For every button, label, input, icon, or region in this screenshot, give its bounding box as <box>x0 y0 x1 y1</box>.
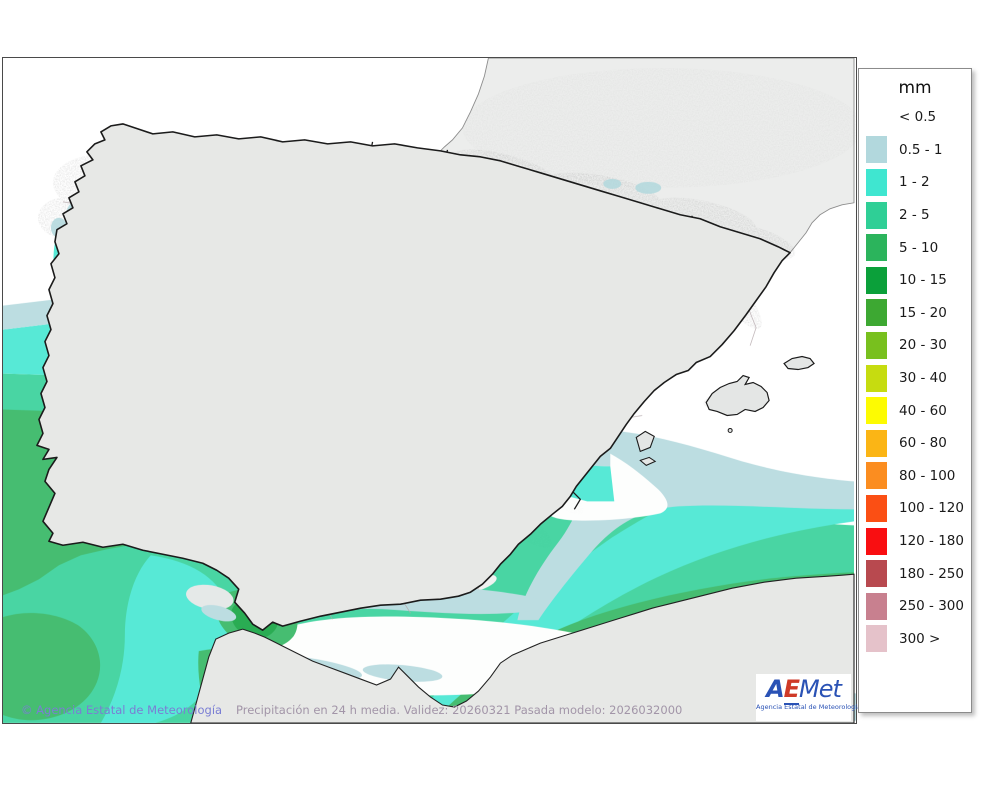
legend-label: 15 - 20 <box>899 304 947 321</box>
legend-swatch <box>866 331 887 359</box>
legend-label: 20 - 30 <box>899 337 947 354</box>
legend-swatch <box>866 136 887 164</box>
model-info-text: Precipitación en 24 h media. Validez: 20… <box>236 703 683 717</box>
legend-entry: 10 - 15 <box>859 264 971 297</box>
legend-swatch <box>866 592 887 620</box>
legend-label: 80 - 100 <box>899 467 956 484</box>
legend-label: 100 - 120 <box>899 500 964 517</box>
legend-label: 250 - 300 <box>899 598 964 615</box>
logo-letter-a: A <box>766 675 785 703</box>
legend-label: 60 - 80 <box>899 435 947 452</box>
legend-entry: 1 - 2 <box>859 166 971 199</box>
legend-swatch <box>866 494 887 522</box>
legend-entry: 5 - 10 <box>859 231 971 264</box>
legend-label: 5 - 10 <box>899 239 939 256</box>
logo-letter-e: E <box>783 675 800 705</box>
legend-rows: < 0.5 0.5 - 1 1 - 2 2 - 5 5 - 10 10 - 15 15 - … <box>859 101 971 655</box>
legend-swatch <box>866 560 887 588</box>
legend-swatch <box>866 364 887 392</box>
legend-swatch <box>866 266 887 294</box>
legend-label: 40 - 60 <box>899 402 947 419</box>
copyright-text: © Agencia Estatal de Meteorología <box>21 703 223 717</box>
legend-entry: 300 > <box>859 623 971 656</box>
legend-label: 300 > <box>899 630 941 647</box>
legend-entry: 20 - 30 <box>859 329 971 362</box>
precipitation-map <box>3 58 856 723</box>
legend-label: 1 - 2 <box>899 174 930 191</box>
legend-swatch <box>866 299 887 327</box>
legend-label: 10 - 15 <box>899 272 947 289</box>
legend-swatch <box>866 462 887 490</box>
legend-label: 180 - 250 <box>899 565 964 582</box>
legend-swatch <box>866 397 887 425</box>
legend-swatch <box>866 201 887 229</box>
legend-entry: 30 - 40 <box>859 362 971 395</box>
legend-swatch <box>866 429 887 457</box>
legend-entry: 80 - 100 <box>859 460 971 493</box>
legend-entry: 40 - 60 <box>859 394 971 427</box>
legend-entry: 180 - 250 <box>859 557 971 590</box>
legend-swatch <box>866 625 887 653</box>
legend-label: 0.5 - 1 <box>899 141 943 158</box>
legend-title: mm <box>898 78 932 98</box>
legend-label: 30 - 40 <box>899 370 947 387</box>
terrain-texture-base <box>36 68 856 723</box>
legend-swatch <box>866 234 887 262</box>
legend-entry: 250 - 300 <box>859 590 971 623</box>
legend-entry: < 0.5 <box>859 101 971 134</box>
legend-entry: 0.5 - 1 <box>859 134 971 167</box>
legend-swatch <box>866 168 887 196</box>
legend-label: 120 - 180 <box>899 533 964 550</box>
legend-label: < 0.5 <box>899 109 937 126</box>
legend-label: 2 - 5 <box>899 207 930 224</box>
map-area: © Agencia Estatal de Meteorología Precip… <box>2 57 862 724</box>
legend-swatch <box>866 527 887 555</box>
aemet-logo-subtitle: Agencia Estatal de Meteorología <box>756 703 862 711</box>
precipitation-legend: mm < 0.5 0.5 - 1 1 - 2 2 - 5 5 - 10 10 - 15 15… <box>858 68 972 713</box>
aemet-logo: AEMet Agencia Estatal de Meteorología <box>756 674 862 721</box>
legend-entry: 2 - 5 <box>859 199 971 232</box>
legend-entry: 60 - 80 <box>859 427 971 460</box>
aemet-wordmark: AEMet <box>756 675 851 705</box>
legend-entry: 15 - 20 <box>859 297 971 330</box>
legend-entry: 120 - 180 <box>859 525 971 558</box>
legend-entry: 100 - 120 <box>859 492 971 525</box>
logo-letters-met: Met <box>799 675 842 703</box>
